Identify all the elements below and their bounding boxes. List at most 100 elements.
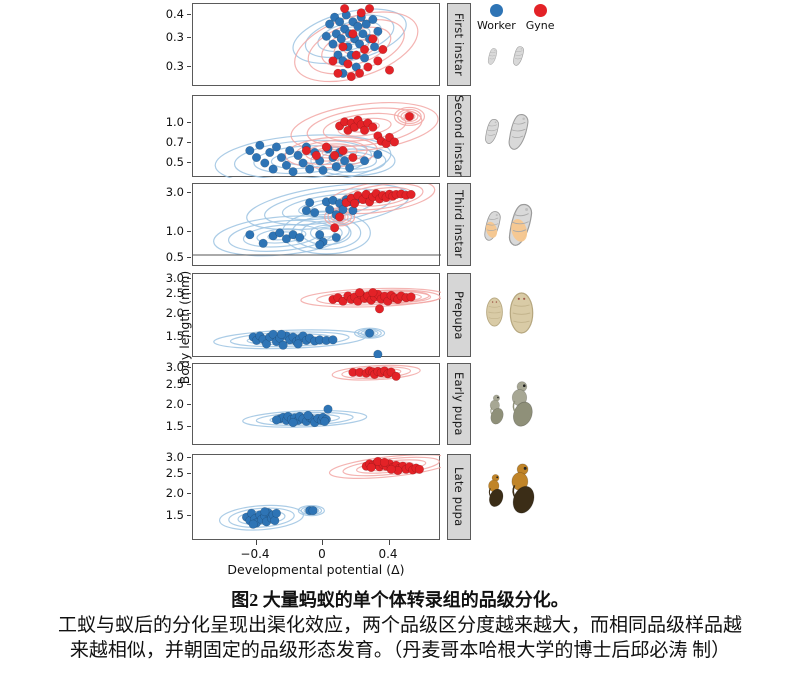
worker-data-point (328, 39, 338, 49)
larva-grey-small-icon (485, 119, 499, 144)
worker-data-point (271, 142, 281, 152)
x-tick-label: −0.4 (240, 547, 270, 561)
gyne-data-point (340, 4, 350, 14)
panel-prepupa (192, 273, 441, 358)
gyne-data-point (355, 288, 365, 298)
y-tick-label: 2.5 (165, 466, 184, 480)
worker-data-point (365, 328, 375, 338)
y-axis-title: Body length (mm) (177, 270, 193, 385)
gyne-data-point (356, 8, 366, 18)
y-tick-mark (187, 231, 191, 232)
gyne-data-point (348, 152, 358, 163)
x-tick-label: 0 (318, 547, 326, 561)
gyne-data-point (386, 464, 396, 474)
worker-data-point (355, 39, 365, 49)
panel-plot (213, 287, 441, 358)
facet-strip-label: Third instar (452, 190, 466, 259)
gyne-points-group (301, 111, 414, 163)
gyne-data-point (414, 464, 424, 474)
gyne-density-contour (328, 455, 441, 479)
worker-data-point (333, 50, 343, 60)
y-tick-label: 0.4 (165, 7, 184, 21)
facet-strip-label: Prepupa (452, 290, 466, 340)
worker-data-point (298, 158, 308, 168)
gyne-data-point (346, 72, 356, 82)
gyne-data-point (350, 198, 360, 208)
gyne-data-point (321, 142, 331, 152)
y-tick-mark (187, 313, 191, 314)
worker-data-point (368, 14, 378, 25)
prepupa-tan-large-icon (509, 292, 534, 334)
worker-data-point (276, 152, 286, 163)
y-tick-label: 2.0 (165, 486, 184, 500)
y-tick-mark (187, 336, 191, 337)
y-tick-label: 2.0 (165, 306, 184, 320)
gyne-density-contour (342, 456, 440, 477)
y-tick-label: 0.7 (165, 135, 184, 149)
gyne-data-point (373, 56, 383, 66)
early-pupa-small-icon (489, 394, 504, 425)
y-tick-label: 0.3 (165, 30, 184, 44)
larva-orange-belly-small-icon (484, 211, 501, 241)
legend-label: Gyne (525, 19, 555, 32)
gyne-data-point (406, 292, 416, 302)
legend: Worker Gyne (477, 4, 555, 32)
gyne-density-contour (397, 108, 422, 125)
caption-title: 图2 大量蚂蚁的单个体转录组的品级分化。 (231, 590, 569, 610)
gyne-density-contour (337, 117, 392, 137)
y-tick-label: 0.3 (165, 59, 184, 73)
gyne-data-point (368, 288, 378, 298)
worker-data-point (373, 349, 383, 358)
y-tick-mark (187, 14, 191, 15)
gyne-data-point (378, 44, 388, 55)
early-pupa-large-icon (511, 381, 533, 427)
worker-data-point (271, 508, 281, 518)
worker-data-point (353, 21, 363, 32)
y-tick-mark (187, 257, 191, 258)
worker-data-point (260, 158, 270, 168)
y-tick-mark (187, 515, 191, 516)
gyne-data-point (360, 44, 370, 55)
y-tick-label: 2.5 (165, 377, 184, 391)
y-tick-label: 2.0 (165, 397, 184, 411)
worker-points-group (241, 506, 318, 529)
worker-data-point (245, 146, 255, 156)
facet-strip-second-instar: Second instar (447, 95, 471, 177)
worker-data-point (315, 230, 325, 240)
x-tick-label: 0.4 (378, 547, 398, 561)
worker-data-point (361, 19, 371, 29)
facet-strip-early-pupa: Early pupa (447, 363, 471, 445)
worker-data-point (288, 418, 298, 428)
worker-data-point (245, 230, 255, 240)
y-tick-mark (187, 192, 191, 193)
worker-data-point (251, 152, 262, 163)
gyne-density-contour (331, 364, 421, 381)
worker-data-point (323, 404, 333, 414)
y-tick-label: 2.5 (165, 286, 184, 300)
worker-data-point (258, 238, 268, 248)
worker-density-contour (242, 410, 368, 428)
gyne-data-point (301, 146, 311, 156)
gyne-density-contour (307, 19, 405, 75)
gyne-data-point (391, 371, 401, 381)
gyne-data-point (406, 189, 416, 200)
y-tick-mark (187, 426, 191, 427)
y-tick-mark (187, 142, 191, 143)
panel-second-instar (192, 95, 440, 178)
worker-data-point (293, 150, 303, 160)
gyne-data-point (360, 125, 370, 135)
x-tick-mark (255, 540, 257, 545)
panel-third-instar (192, 183, 441, 266)
worker-density-contour (228, 507, 295, 528)
larva-grey-large-icon (513, 46, 524, 66)
worker-density-contour (229, 331, 350, 348)
y-tick-label: 1.0 (165, 224, 184, 238)
gyne-data-point (365, 4, 375, 14)
worker-data-point (281, 160, 291, 170)
worker-data-point (331, 232, 341, 243)
worker-data-point (340, 156, 350, 166)
worker-data-point (305, 164, 315, 174)
y-tick-mark (187, 37, 191, 38)
panel-first-instar (192, 3, 440, 86)
